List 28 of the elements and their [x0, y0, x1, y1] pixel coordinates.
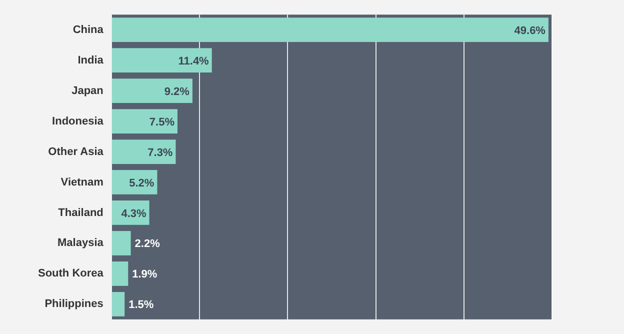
y-tick-label: Thailand — [58, 206, 104, 219]
y-tick-label: Vietnam — [60, 176, 104, 188]
data-label: 11.4% — [178, 55, 210, 68]
y-tick-label: India — [78, 54, 104, 66]
y-tick-label: China — [72, 24, 104, 36]
bar — [112, 231, 131, 256]
data-label: 7.3% — [148, 146, 173, 159]
data-label: 1.9% — [132, 268, 158, 281]
y-tick-label: South Korea — [38, 268, 104, 280]
data-label: 9.2% — [164, 86, 190, 98]
data-label: 4.3% — [121, 208, 146, 220]
data-label: 5.2% — [129, 177, 154, 190]
y-tick-label: Japan — [72, 84, 104, 97]
data-label: 49.6% — [514, 24, 546, 37]
y-tick-label: Indonesia — [52, 115, 104, 128]
bar — [112, 18, 548, 42]
bar — [112, 109, 178, 134]
y-tick-label: Philippines — [44, 298, 104, 310]
y-tick-label: Malaysia — [58, 237, 104, 250]
y-tick-label: Other Asia — [48, 146, 104, 158]
bar — [112, 78, 192, 103]
data-label: 7.5% — [149, 116, 175, 128]
bar — [112, 292, 125, 316]
bar — [112, 140, 176, 164]
data-label: 2.2% — [134, 238, 160, 250]
data-label: 1.5% — [128, 299, 154, 312]
bar — [112, 261, 128, 286]
bar — [112, 48, 212, 73]
